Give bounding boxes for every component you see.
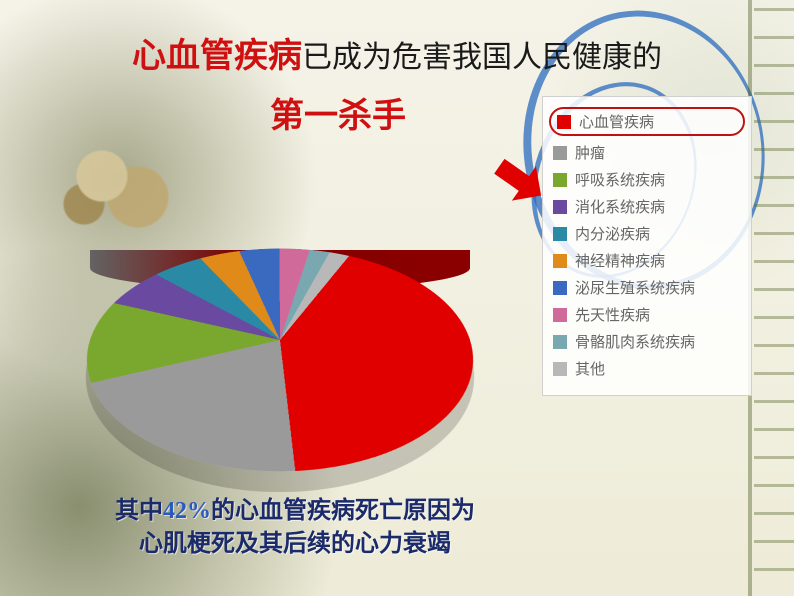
legend-item: 消化系统疾病 — [553, 196, 741, 217]
subheadline: 第一杀手 — [270, 88, 406, 137]
legend-label: 先天性疾病 — [575, 304, 650, 325]
legend-swatch — [553, 146, 567, 160]
legend-label: 消化系统疾病 — [575, 196, 665, 217]
legend-swatch — [553, 200, 567, 214]
legend-swatch — [553, 254, 567, 268]
legend-label: 神经精神疾病 — [575, 250, 665, 271]
legend-swatch — [553, 308, 567, 322]
legend-item: 呼吸系统疾病 — [553, 169, 741, 190]
footnote-line2: 心肌梗死及其后续的心力衰竭 — [60, 528, 530, 560]
legend-label: 呼吸系统疾病 — [575, 169, 665, 190]
legend: 心血管疾病肿瘤呼吸系统疾病消化系统疾病内分泌疾病神经精神疾病泌尿生殖系统疾病先天… — [542, 96, 752, 396]
legend-swatch — [553, 173, 567, 187]
legend-swatch — [557, 115, 571, 129]
footnote-line1: 其中42%的心血管疾病死亡原因为 — [60, 495, 530, 527]
legend-label: 内分泌疾病 — [575, 223, 650, 244]
legend-label: 其他 — [575, 358, 605, 379]
legend-item: 先天性疾病 — [553, 304, 741, 325]
legend-label: 心血管疾病 — [579, 111, 654, 132]
legend-item: 骨骼肌肉系统疾病 — [553, 331, 741, 352]
legend-item: 其他 — [553, 358, 741, 379]
headline-highlight: 心血管疾病 — [132, 37, 302, 75]
legend-label: 骨骼肌肉系统疾病 — [575, 331, 695, 352]
legend-swatch — [553, 227, 567, 241]
pie-chart — [90, 150, 470, 450]
headline: 心血管疾病已成为危害我国人民健康的 — [0, 28, 794, 77]
footnote: 其中42%的心血管疾病死亡原因为 心肌梗死及其后续的心力衰竭 — [60, 495, 530, 560]
pie-face — [49, 249, 512, 472]
legend-swatch — [553, 281, 567, 295]
legend-label: 肿瘤 — [575, 142, 605, 163]
legend-item: 肿瘤 — [553, 142, 741, 163]
legend-item: 心血管疾病 — [549, 107, 745, 136]
vine-decor — [754, 0, 794, 596]
legend-swatch — [553, 335, 567, 349]
headline-rest: 已成为危害我国人民健康的 — [302, 41, 662, 74]
legend-label: 泌尿生殖系统疾病 — [575, 277, 695, 298]
legend-item: 泌尿生殖系统疾病 — [553, 277, 741, 298]
legend-swatch — [553, 362, 567, 376]
legend-item: 神经精神疾病 — [553, 250, 741, 271]
legend-item: 内分泌疾病 — [553, 223, 741, 244]
